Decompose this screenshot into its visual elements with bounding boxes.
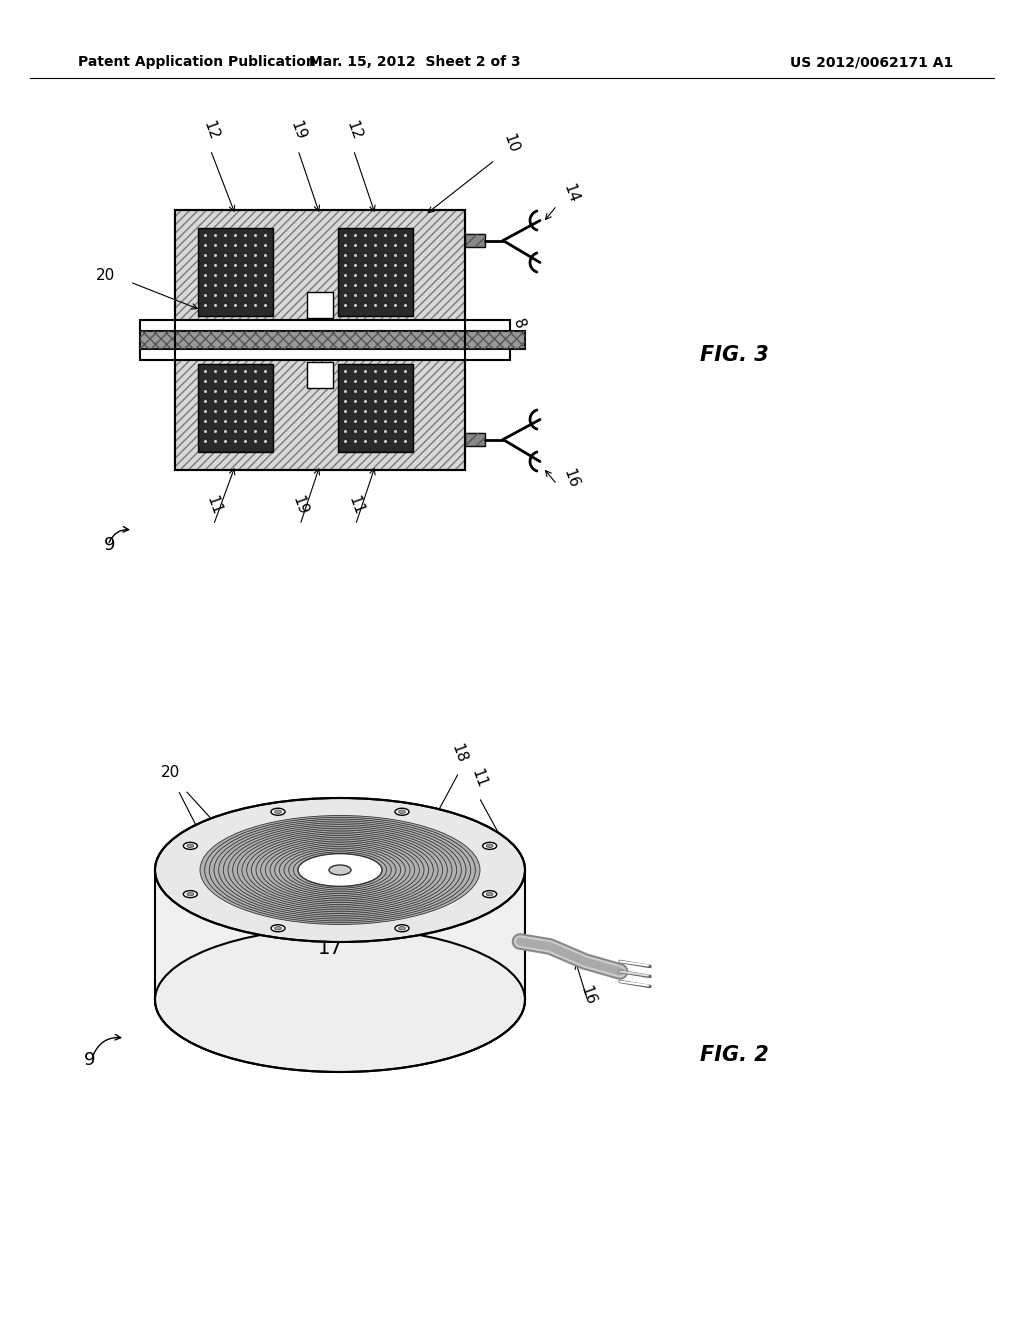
Bar — [175, 210, 465, 470]
Text: FIG. 3: FIG. 3 — [700, 345, 769, 366]
Ellipse shape — [186, 892, 194, 896]
Text: 14: 14 — [560, 182, 581, 206]
Ellipse shape — [271, 925, 285, 932]
Ellipse shape — [271, 808, 285, 816]
Bar — [140, 331, 525, 348]
Text: 9: 9 — [84, 1051, 96, 1069]
Text: 11: 11 — [345, 494, 366, 517]
Text: US 2012/0062171 A1: US 2012/0062171 A1 — [790, 55, 953, 69]
Text: 10: 10 — [500, 132, 520, 154]
Ellipse shape — [274, 927, 282, 931]
Text: Patent Application Publication: Patent Application Publication — [78, 55, 315, 69]
Text: 12: 12 — [200, 119, 221, 143]
Text: 17: 17 — [317, 939, 342, 957]
Bar — [140, 331, 525, 348]
Ellipse shape — [155, 799, 525, 942]
Bar — [465, 234, 485, 247]
Bar — [198, 228, 273, 315]
Text: 11: 11 — [469, 767, 489, 791]
Text: 9: 9 — [104, 536, 116, 554]
Bar — [198, 364, 273, 451]
Ellipse shape — [298, 854, 382, 886]
Bar — [140, 319, 510, 360]
Text: Mar. 15, 2012  Sheet 2 of 3: Mar. 15, 2012 Sheet 2 of 3 — [309, 55, 521, 69]
Text: 19: 19 — [290, 494, 310, 517]
Ellipse shape — [298, 854, 382, 886]
Ellipse shape — [329, 865, 351, 875]
Text: 16: 16 — [560, 467, 581, 491]
Ellipse shape — [274, 810, 282, 813]
Text: 16: 16 — [578, 985, 598, 1007]
Ellipse shape — [155, 928, 525, 1072]
Ellipse shape — [395, 808, 409, 816]
Ellipse shape — [398, 927, 406, 931]
Text: 19: 19 — [288, 119, 308, 143]
Ellipse shape — [395, 925, 409, 932]
Bar — [175, 210, 465, 470]
Ellipse shape — [486, 892, 494, 896]
Text: 12: 12 — [343, 119, 364, 143]
Text: 18: 18 — [449, 742, 469, 766]
Bar — [338, 228, 413, 315]
Bar — [175, 210, 465, 470]
Bar — [465, 234, 485, 247]
Bar — [307, 292, 333, 318]
Ellipse shape — [186, 843, 194, 847]
Bar — [465, 433, 485, 446]
Ellipse shape — [183, 891, 198, 898]
Bar — [307, 362, 333, 388]
Text: FIG. 2: FIG. 2 — [700, 1045, 769, 1065]
Ellipse shape — [183, 842, 198, 849]
Ellipse shape — [482, 891, 497, 898]
Ellipse shape — [486, 843, 494, 847]
Polygon shape — [155, 870, 525, 1001]
Text: 8: 8 — [510, 317, 527, 331]
Text: 20: 20 — [96, 268, 115, 282]
Ellipse shape — [200, 816, 480, 924]
Bar — [338, 364, 413, 451]
Text: 19: 19 — [345, 923, 366, 946]
Text: 20: 20 — [161, 766, 179, 780]
Text: 11: 11 — [203, 494, 224, 517]
Bar — [465, 433, 485, 446]
Ellipse shape — [482, 842, 497, 849]
Ellipse shape — [398, 810, 406, 813]
